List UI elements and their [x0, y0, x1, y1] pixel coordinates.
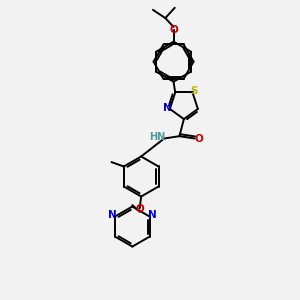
Text: N: N — [148, 210, 157, 220]
Text: O: O — [194, 134, 203, 143]
Text: O: O — [169, 25, 178, 35]
Text: N: N — [163, 103, 172, 113]
Text: N: N — [108, 210, 117, 220]
Text: O: O — [135, 204, 144, 214]
Text: HN: HN — [149, 132, 166, 142]
Text: S: S — [190, 86, 197, 96]
